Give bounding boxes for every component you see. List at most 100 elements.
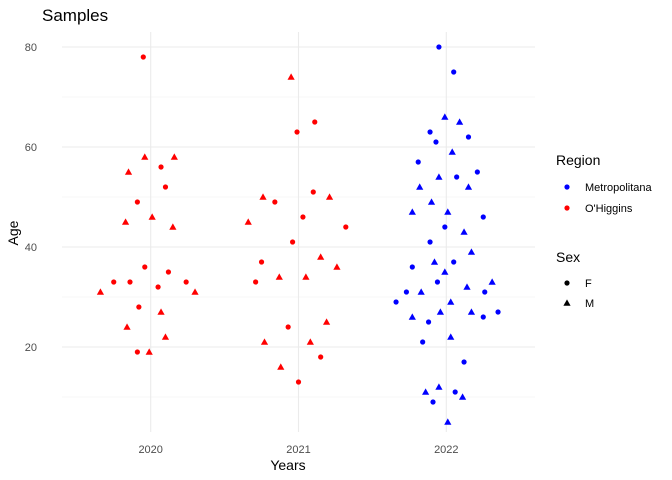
data-point bbox=[452, 389, 458, 395]
y-tick-label: 60 bbox=[25, 142, 37, 154]
region-legend-title: Region bbox=[556, 152, 600, 168]
data-point bbox=[425, 319, 432, 325]
x-tick-label: 2020 bbox=[138, 444, 162, 456]
legend-key bbox=[564, 205, 570, 211]
x-tick-label: 2022 bbox=[434, 444, 458, 456]
data-point bbox=[495, 309, 501, 315]
data-point bbox=[417, 288, 425, 295]
legend-key bbox=[564, 184, 570, 190]
data-points bbox=[96, 44, 501, 425]
data-point bbox=[253, 279, 259, 285]
x-axis-title: Years bbox=[270, 457, 305, 473]
data-point bbox=[162, 184, 169, 190]
data-point bbox=[436, 308, 444, 315]
data-point bbox=[294, 129, 300, 135]
data-point bbox=[434, 279, 441, 285]
data-point bbox=[158, 164, 164, 170]
data-point bbox=[480, 314, 486, 320]
data-point bbox=[275, 273, 283, 280]
data-point bbox=[136, 304, 142, 310]
data-point bbox=[433, 139, 439, 145]
y-axis-title: Age bbox=[5, 220, 21, 245]
data-point bbox=[165, 269, 172, 275]
data-point bbox=[415, 159, 421, 165]
data-point bbox=[465, 134, 472, 140]
data-point bbox=[442, 224, 448, 230]
data-point bbox=[403, 289, 410, 295]
data-point bbox=[441, 113, 449, 120]
data-point bbox=[447, 333, 455, 340]
data-point bbox=[287, 73, 295, 80]
data-point bbox=[408, 313, 416, 320]
data-point bbox=[343, 224, 349, 230]
data-point bbox=[161, 333, 170, 340]
data-point bbox=[460, 228, 468, 235]
data-point bbox=[312, 119, 318, 125]
data-point bbox=[142, 264, 148, 270]
data-point bbox=[124, 168, 133, 175]
y-tick-label: 20 bbox=[25, 342, 37, 354]
data-point bbox=[96, 288, 105, 295]
sex-legend-title: Sex bbox=[556, 249, 580, 265]
data-point bbox=[461, 359, 467, 365]
chart-title: Samples bbox=[42, 6, 108, 25]
panel-grid bbox=[62, 32, 535, 432]
data-point bbox=[333, 263, 341, 270]
data-point bbox=[420, 339, 426, 345]
data-point bbox=[310, 189, 316, 195]
legend-label: O'Higgins bbox=[585, 203, 633, 215]
data-point bbox=[416, 183, 424, 190]
legend-key bbox=[563, 299, 571, 306]
data-point bbox=[441, 268, 449, 275]
data-point bbox=[272, 199, 278, 205]
data-point bbox=[317, 253, 325, 260]
data-point bbox=[451, 69, 457, 75]
data-point bbox=[285, 324, 291, 330]
data-point bbox=[454, 174, 460, 180]
x-tick-labels: 2020 2021 2022 bbox=[138, 444, 458, 456]
x-tick-label: 2021 bbox=[286, 444, 310, 456]
data-point bbox=[258, 259, 265, 265]
region-legend: Region Metropolitana O'Higgins bbox=[556, 152, 653, 215]
data-point bbox=[422, 388, 430, 395]
data-point bbox=[409, 264, 415, 270]
data-point bbox=[289, 239, 296, 245]
y-tick-label: 40 bbox=[25, 242, 37, 254]
data-point bbox=[447, 298, 455, 305]
data-point bbox=[157, 308, 165, 315]
legend-label: M bbox=[585, 298, 594, 310]
data-point bbox=[435, 173, 443, 180]
data-point bbox=[436, 44, 442, 50]
data-point bbox=[427, 198, 436, 205]
data-point bbox=[295, 379, 302, 385]
data-point bbox=[467, 308, 476, 315]
data-point bbox=[306, 338, 314, 345]
data-point bbox=[467, 248, 476, 255]
data-point bbox=[488, 278, 496, 285]
data-point bbox=[300, 214, 306, 220]
data-point bbox=[325, 193, 334, 200]
data-point bbox=[480, 214, 486, 220]
data-point bbox=[474, 169, 480, 175]
data-point bbox=[183, 279, 189, 285]
data-point bbox=[123, 323, 131, 330]
y-tick-label: 80 bbox=[25, 42, 37, 54]
data-point bbox=[170, 153, 178, 160]
data-point bbox=[302, 273, 310, 280]
data-point bbox=[127, 279, 133, 285]
data-point bbox=[444, 418, 452, 425]
data-point bbox=[244, 218, 252, 225]
data-point bbox=[435, 383, 443, 390]
legend-key bbox=[564, 280, 570, 286]
data-point bbox=[451, 259, 457, 265]
data-point bbox=[191, 288, 199, 295]
legend-label: F bbox=[585, 278, 592, 290]
data-point bbox=[318, 354, 324, 360]
data-point bbox=[277, 363, 285, 370]
data-point bbox=[427, 129, 433, 135]
data-point bbox=[430, 258, 439, 265]
data-point bbox=[145, 348, 153, 355]
data-point bbox=[463, 283, 471, 290]
data-point bbox=[169, 223, 177, 230]
